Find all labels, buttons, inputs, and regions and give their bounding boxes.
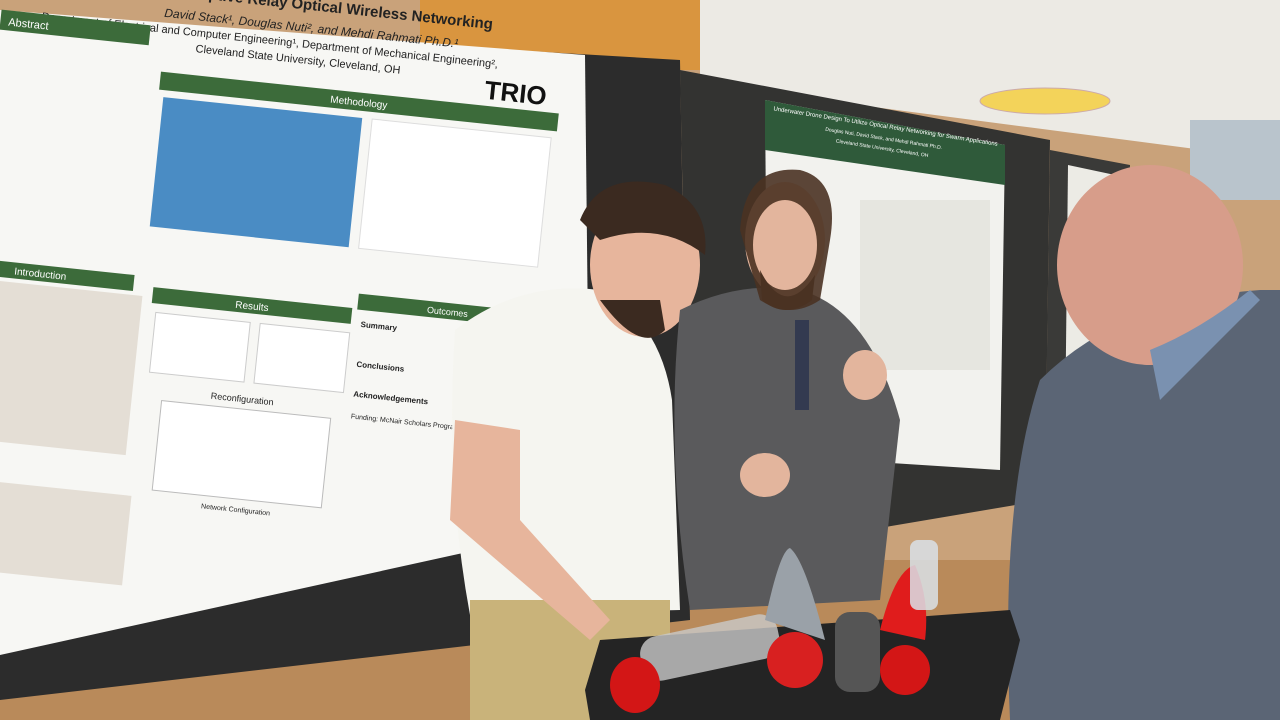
bar-chart-figure: [148, 311, 251, 383]
logo: TRIO: [483, 75, 548, 111]
section-heading: Abstract: [8, 16, 49, 32]
drone-part: [610, 657, 660, 713]
section-heading: Outcomes: [427, 305, 469, 319]
photo-figure: [0, 477, 132, 586]
section-heading: Results: [235, 300, 269, 314]
drone-housing: [640, 614, 780, 681]
figure-diagram: [149, 97, 363, 248]
drone-nose-cone: [765, 548, 825, 640]
cad-drawing: [860, 200, 990, 370]
section-bar: [0, 9, 151, 46]
section-bar: [159, 71, 559, 132]
person: [674, 169, 900, 610]
person: [1008, 165, 1280, 720]
drone-housing: [835, 612, 880, 692]
section-bar: [0, 258, 135, 291]
ceiling: [700, 0, 1280, 160]
subheading: Summary: [360, 320, 398, 333]
poster-header: [765, 100, 1005, 185]
bar-chart-figure: [253, 322, 351, 394]
section-heading: Introduction: [14, 266, 67, 282]
ceiling-light: [979, 87, 1111, 115]
figure-flowchart: [358, 118, 552, 268]
drone-part: [767, 632, 823, 688]
section-bar: [151, 287, 353, 324]
drone-part: [880, 645, 930, 695]
person: [450, 181, 706, 720]
photo-figure: [0, 278, 143, 456]
chart-figure: [151, 400, 332, 509]
water-bottle: [910, 540, 938, 610]
